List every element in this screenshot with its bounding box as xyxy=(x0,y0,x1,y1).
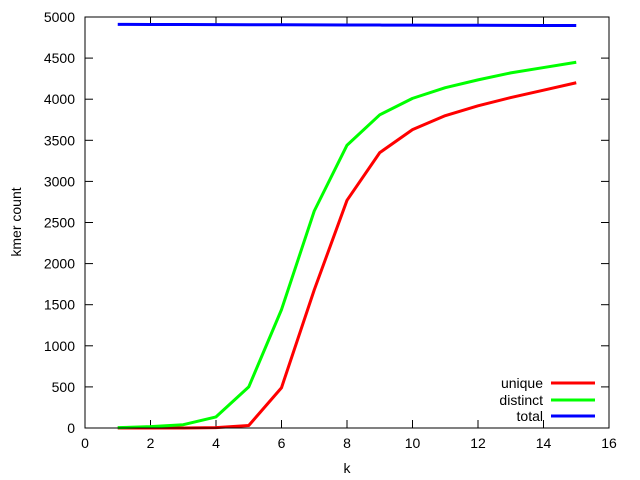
x-tick-label: 8 xyxy=(343,435,351,451)
x-tick-label: 0 xyxy=(81,435,89,451)
y-tick-label: 3000 xyxy=(44,173,75,189)
series-layer xyxy=(117,22,577,430)
legend-label-total: total xyxy=(517,408,543,424)
y-tick-label: 1500 xyxy=(44,297,75,313)
legend-label-distinct: distinct xyxy=(499,392,543,408)
y-tick-label: 4000 xyxy=(44,91,75,107)
y-tick-label: 1000 xyxy=(44,338,75,354)
y-tick-label: 4500 xyxy=(44,50,75,66)
x-tick-label: 6 xyxy=(278,435,286,451)
x-tick-label: 14 xyxy=(536,435,552,451)
y-tick-label: 2000 xyxy=(44,256,75,272)
x-tick-label: 12 xyxy=(470,435,486,451)
x-tick-label: 2 xyxy=(147,435,155,451)
plot-frame xyxy=(84,16,610,429)
series-line-total xyxy=(117,22,577,28)
x-tick-label: 4 xyxy=(212,435,220,451)
y-tick-label: 500 xyxy=(52,379,76,395)
x-tick-label: 16 xyxy=(601,435,617,451)
legend-label-unique: unique xyxy=(501,375,543,391)
y-tick-label: 3500 xyxy=(44,132,75,148)
y-tick-label: 0 xyxy=(67,420,75,436)
y-tick-label: 2500 xyxy=(44,215,75,231)
y-axis-label: kmer count xyxy=(8,187,24,256)
y-tick-label: 5000 xyxy=(44,9,75,25)
x-axis-label: k xyxy=(344,460,352,476)
x-tick-label: 10 xyxy=(405,435,421,451)
series-line-distinct xyxy=(117,60,577,430)
